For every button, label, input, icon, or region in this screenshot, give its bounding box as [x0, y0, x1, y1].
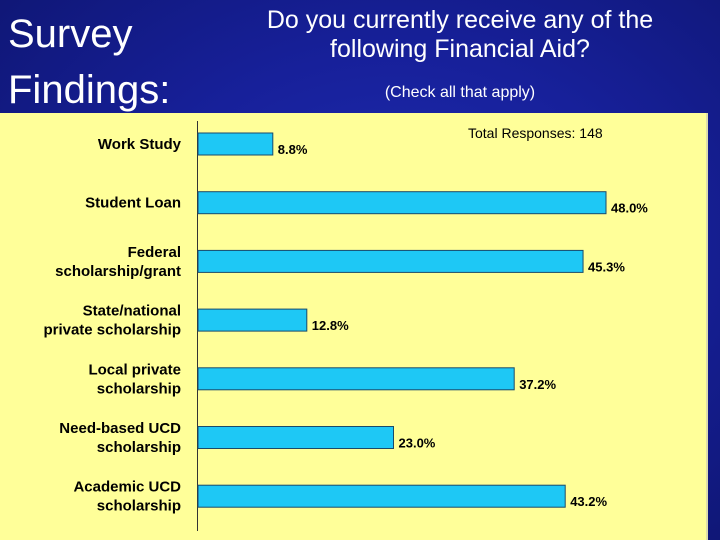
- category-label-6-line-0: Academic UCD: [73, 479, 181, 496]
- category-label-3-line-1: private scholarship: [43, 322, 181, 339]
- value-label-0: 8.8%: [278, 142, 308, 157]
- value-label-3: 12.8%: [312, 318, 349, 333]
- value-label-4: 37.2%: [519, 377, 556, 392]
- category-label-5: Need-based UCD scholarship: [59, 420, 181, 456]
- bar-0: [197, 132, 274, 156]
- category-label-6: Academic UCD scholarship: [73, 479, 181, 515]
- category-label-3-line-0: State/national: [83, 303, 181, 320]
- bar-3: [197, 308, 308, 332]
- check-all-note: (Check all that apply): [384, 84, 536, 101]
- slide-title-line-2: Findings:: [8, 68, 171, 112]
- category-label-1-line-0: Student Loan: [85, 195, 181, 212]
- value-label-5: 23.0%: [399, 436, 436, 451]
- labels-layer: 8.8% Work Study 48.0% Student Loan 45.3% Fede…: [43, 136, 648, 515]
- bar-5: [197, 426, 394, 449]
- category-label-2: Federal scholarship/grant: [55, 244, 181, 280]
- value-label-6: 43.2%: [570, 494, 607, 509]
- category-label-1: Student Loan: [85, 195, 181, 212]
- bar-2: [197, 249, 584, 273]
- category-label-0-line-0: Work Study: [98, 136, 182, 153]
- category-label-2-line-0: Federal: [128, 244, 181, 261]
- slide-title-line-1: Survey: [8, 12, 133, 56]
- value-label-2: 45.3%: [588, 259, 625, 274]
- survey-question: Do you currently receive any of the foll…: [266, 6, 654, 63]
- financial-aid-bar-chart: 8.8% Work Study 48.0% Student Loan 45.3% Fede…: [43, 125, 648, 515]
- value-label-1: 48.0%: [611, 201, 648, 216]
- bar-6: [197, 484, 566, 508]
- category-label-4-line-0: Local private: [88, 361, 181, 378]
- category-label-6-line-1: scholarship: [97, 498, 181, 515]
- panel-edge: [706, 113, 708, 540]
- category-label-4: Local private scholarship: [88, 361, 181, 397]
- total-responses-annotation: Total Responses: 148: [468, 125, 603, 141]
- category-label-0: Work Study: [98, 136, 182, 153]
- bar-4: [197, 367, 515, 391]
- chart-panel: [0, 113, 708, 540]
- category-label-5-line-1: scholarship: [97, 439, 181, 456]
- bars-layer: [197, 132, 607, 508]
- category-label-4-line-1: scholarship: [97, 380, 181, 397]
- category-label-3: State/national private scholarship: [43, 303, 181, 339]
- bar-1: [197, 191, 607, 215]
- category-label-5-line-0: Need-based UCD: [59, 420, 181, 437]
- slide-title: Survey Findings:: [8, 6, 208, 118]
- category-label-2-line-1: scholarship/grant: [55, 263, 181, 280]
